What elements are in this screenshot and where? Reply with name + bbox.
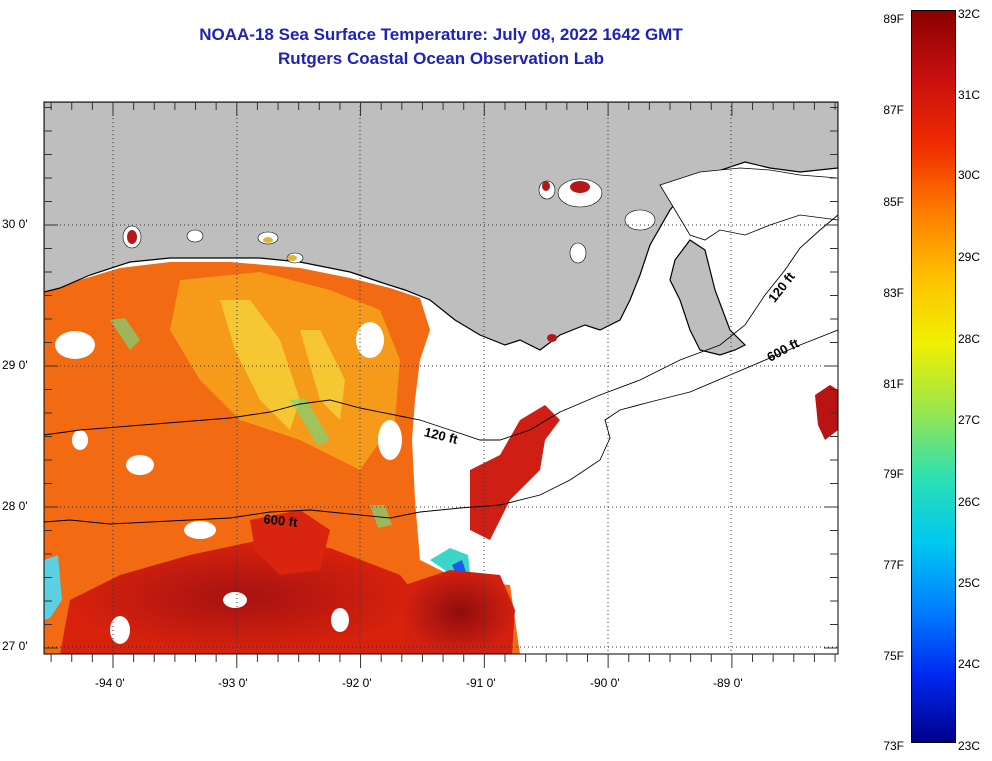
colorbar-c-26: 26C: [958, 495, 981, 509]
contour-120ft: [44, 214, 838, 441]
colorbar-c-23: 23C: [958, 739, 981, 753]
colorbar-c-24: 24C: [958, 657, 981, 671]
lon-label-92: -92 0': [342, 676, 372, 690]
land-delta: [669, 239, 747, 356]
lat-label-29: 29 0': [2, 358, 28, 372]
colorbar-c-27: 27C: [958, 413, 981, 427]
sst-yellow-streaks: [220, 300, 345, 430]
colorbar-f-75: 75F: [883, 649, 904, 663]
colorbar-f-81: 81F: [883, 377, 904, 391]
colorbar-f-73: 73F: [883, 739, 904, 753]
lake-temps: [127, 181, 590, 342]
colorbar-f-85: 85F: [883, 195, 904, 209]
inland-water: [659, 167, 838, 241]
lat-label-30: 30 0': [2, 217, 28, 231]
colorbar-f-79: 79F: [883, 467, 904, 481]
sst-red-east: [815, 385, 838, 440]
map-subtitle: Rutgers Coastal Ocean Observation Lab: [278, 49, 604, 68]
lat-label-27: 27 0': [2, 639, 28, 653]
lon-label-91: -91 0': [466, 676, 496, 690]
sst-red-tongue: [470, 405, 560, 540]
colorbar-c-25: 25C: [958, 576, 981, 590]
sst-field-west: [44, 262, 520, 654]
colorbar-f-83: 83F: [883, 286, 904, 300]
land-mass: [44, 102, 838, 351]
contour-600ft: [44, 329, 838, 525]
lake-temps-warm: [263, 237, 297, 261]
axis-ticks: [44, 102, 838, 668]
colorbar-f-89: 89F: [883, 12, 904, 26]
colorbar-c-28: 28C: [958, 332, 981, 346]
colorbar-f-87: 87F: [883, 103, 904, 117]
colorbar-c-29: 29C: [958, 250, 981, 264]
sst-hot-southeast: [405, 570, 515, 654]
sst-cyan-edge: [44, 555, 62, 620]
graticule: [44, 102, 838, 654]
colorbar-c-32: 32C: [958, 7, 981, 21]
lat-label-28: 28 0': [2, 499, 28, 513]
lon-label-90: -90 0': [590, 676, 620, 690]
temperature-colorbar: [911, 10, 956, 743]
colorbar-c-31: 31C: [958, 88, 981, 102]
lon-label-89: -89 0': [713, 676, 743, 690]
lon-label-94: -94 0': [95, 676, 125, 690]
colorbar-f-77: 77F: [883, 558, 904, 572]
map-frame: [43, 101, 839, 655]
colorbar-c-30: 30C: [958, 168, 981, 182]
sst-cool-streaks: [110, 318, 392, 528]
lon-label-93: -93 0': [218, 676, 248, 690]
contour-label-600-mid: 600 ft: [263, 511, 299, 530]
sst-hot-central: [250, 510, 330, 575]
cloud-holes: [55, 322, 465, 644]
sst-blue-patch: [452, 560, 466, 574]
map-title: NOAA-18 Sea Surface Temperature: July 08…: [199, 25, 683, 44]
